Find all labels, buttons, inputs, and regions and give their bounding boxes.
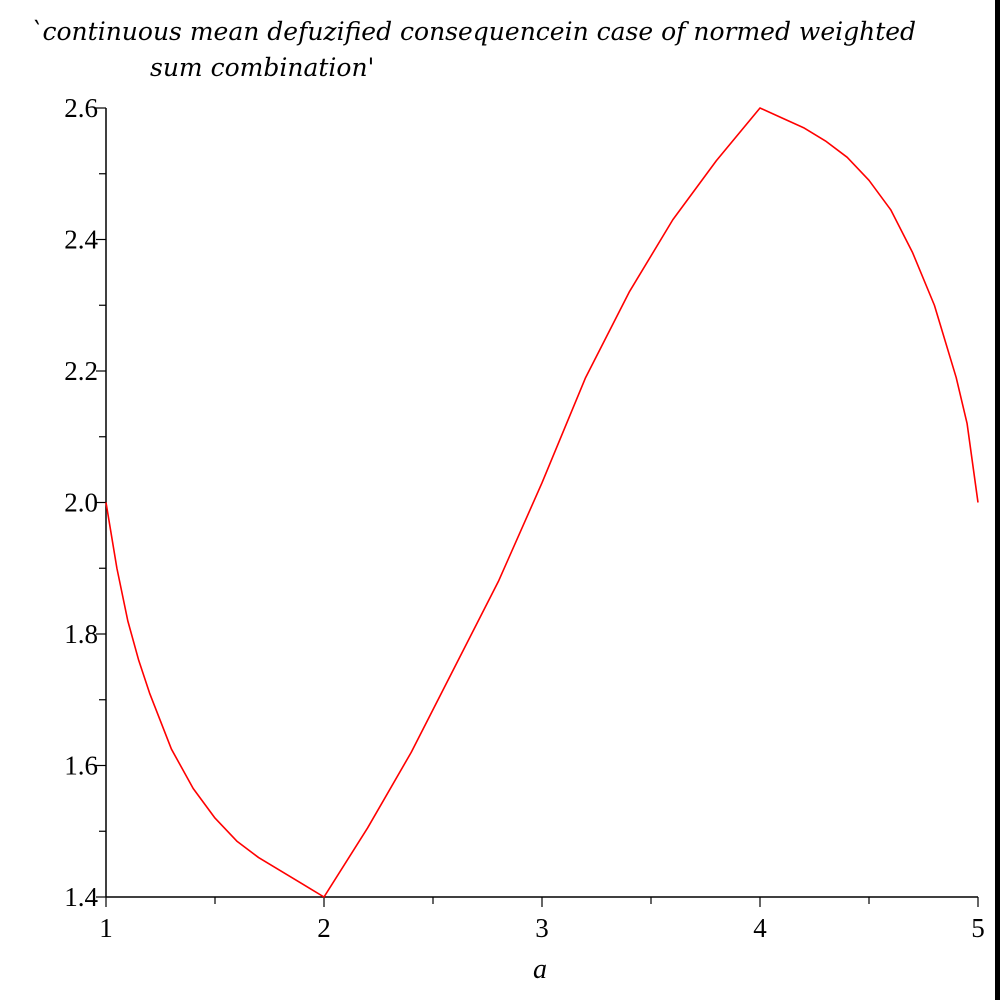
y-tick-label: 1.8 (64, 619, 98, 649)
x-tick-label: 4 (753, 913, 767, 943)
y-tick-label: 1.6 (64, 751, 98, 781)
chart-title: `continuous mean defuzified consequencei… (30, 17, 916, 82)
x-tick-label: 1 (99, 913, 113, 943)
y-tick-label: 2.2 (64, 356, 98, 386)
y-tick-label: 2.6 (64, 93, 98, 123)
y-tick-label: 2.4 (64, 225, 98, 255)
y-tick-label: 1.4 (64, 882, 98, 912)
series-line (105, 107, 979, 898)
x-axis-label: a (533, 954, 547, 985)
chart-title-line-2: sum combination' (150, 53, 374, 82)
x-tick-label: 3 (535, 913, 549, 943)
x-tick-label: 2 (317, 913, 331, 943)
series-layer (105, 107, 979, 898)
x-tick-label: 5 (971, 913, 985, 943)
chart-title-line-1: `continuous mean defuzified consequencei… (30, 17, 916, 46)
y-ticks: 1.4 1.6 1.8 2.0 2.2 2.4 2.6 (64, 93, 106, 912)
x-ticks: 1 2 3 4 5 (99, 897, 985, 943)
y-tick-label: 2.0 (64, 488, 98, 518)
right-border (995, 0, 1000, 1000)
